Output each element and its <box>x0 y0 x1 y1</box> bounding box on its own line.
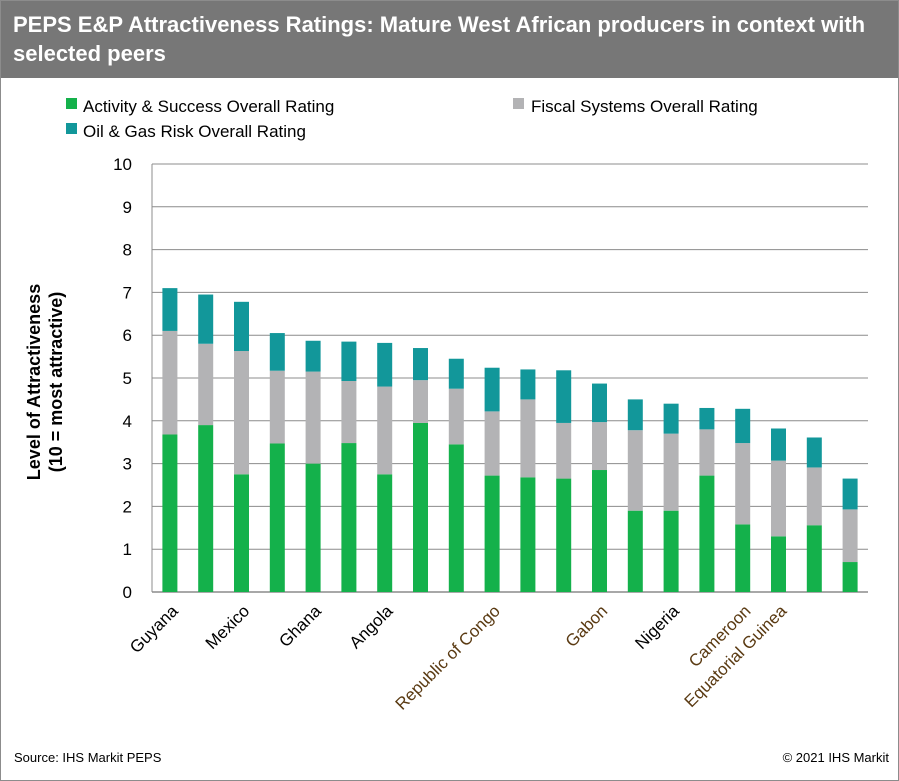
bar-fiscal-17 <box>771 460 786 537</box>
bar-fiscal-2 <box>234 351 249 475</box>
y-tick-label: 7 <box>123 283 132 302</box>
bar-activity-1 <box>198 425 214 592</box>
y-tick-label: 6 <box>123 326 132 345</box>
bar-fiscal-13 <box>627 430 643 511</box>
legend-label-fiscal: Fiscal Systems Overall Rating <box>531 97 758 116</box>
bar-activity-5 <box>341 443 357 592</box>
bar-risk-1 <box>198 294 214 344</box>
y-tick-label: 9 <box>123 198 132 217</box>
bar-activity-17 <box>771 536 786 592</box>
bar-activity-7 <box>413 422 428 592</box>
x-category-label: Guyana <box>126 601 182 657</box>
bars <box>162 288 858 592</box>
bar-activity-10 <box>520 477 536 592</box>
bar-risk-18 <box>806 437 822 468</box>
bar-fiscal-0 <box>162 330 178 435</box>
x-category-label: Gabon <box>562 601 612 651</box>
x-category-label: Republic of Congo <box>392 601 504 713</box>
source-note: Source: IHS Markit PEPS <box>14 750 162 765</box>
bar-activity-18 <box>806 525 822 592</box>
bar-fiscal-7 <box>413 380 428 423</box>
bar-fiscal-16 <box>735 443 751 525</box>
bar-activity-19 <box>842 562 858 592</box>
bar-fiscal-1 <box>198 343 214 426</box>
bar-activity-11 <box>556 478 572 592</box>
bar-activity-4 <box>305 463 321 592</box>
bar-risk-4 <box>305 340 321 372</box>
legend: Activity & Success Overall Rating Fiscal… <box>66 97 758 141</box>
bar-fiscal-5 <box>341 380 357 444</box>
bar-fiscal-18 <box>806 467 822 526</box>
legend-swatch-risk <box>66 123 77 134</box>
bar-fiscal-14 <box>663 433 679 511</box>
bar-risk-12 <box>592 383 607 423</box>
bar-risk-15 <box>699 407 715 430</box>
bar-risk-19 <box>842 478 858 510</box>
bar-activity-12 <box>592 470 607 592</box>
bar-risk-0 <box>162 288 178 331</box>
bar-activity-3 <box>269 443 285 592</box>
bar-fiscal-3 <box>269 370 285 444</box>
bar-risk-14 <box>663 403 679 434</box>
y-tick-label: 1 <box>123 540 132 559</box>
x-category-label: Ghana <box>275 601 325 651</box>
grid-lines <box>151 163 868 593</box>
bar-risk-6 <box>377 342 393 387</box>
bar-fiscal-9 <box>484 411 500 476</box>
bar-fiscal-4 <box>305 371 321 464</box>
bar-risk-2 <box>234 301 249 352</box>
y-tick-label: 3 <box>123 455 132 474</box>
bar-risk-5 <box>341 341 357 381</box>
y-tick-label: 4 <box>123 412 132 431</box>
y-tick-label: 0 <box>123 583 132 602</box>
bar-activity-9 <box>484 475 500 592</box>
bar-activity-0 <box>162 434 178 592</box>
x-category-label: Mexico <box>202 601 254 653</box>
bar-risk-16 <box>735 408 751 444</box>
bar-risk-3 <box>269 333 285 371</box>
bar-activity-13 <box>627 510 643 592</box>
legend-label-activity: Activity & Success Overall Rating <box>83 97 334 116</box>
bar-risk-17 <box>771 428 786 461</box>
chart-title: PEPS E&P Attractiveness Ratings: Mature … <box>13 12 866 66</box>
bar-fiscal-8 <box>448 388 464 445</box>
bar-risk-7 <box>413 348 428 381</box>
bar-fiscal-12 <box>592 422 607 471</box>
bar-activity-15 <box>699 475 715 592</box>
bar-fiscal-11 <box>556 422 572 479</box>
copyright-note: © 2021 IHS Markit <box>782 750 889 765</box>
bar-activity-2 <box>234 474 249 592</box>
title-bar: PEPS E&P Attractiveness Ratings: Mature … <box>1 1 898 78</box>
bar-activity-6 <box>377 474 393 592</box>
bar-fiscal-19 <box>842 509 858 563</box>
y-axis-title: Level of Attractiveness <box>24 284 44 480</box>
bar-fiscal-10 <box>520 399 536 478</box>
bar-fiscal-6 <box>377 386 393 475</box>
y-tick-label: 2 <box>123 497 132 516</box>
bar-risk-11 <box>556 370 572 423</box>
legend-swatch-fiscal <box>513 98 524 109</box>
y-tick-label: 10 <box>113 155 132 174</box>
bar-activity-14 <box>663 510 679 592</box>
x-category-label: Nigeria <box>631 601 683 653</box>
bar-activity-8 <box>448 444 464 592</box>
y-tick-label: 8 <box>123 241 132 260</box>
bar-risk-10 <box>520 369 536 400</box>
y-tick-label: 5 <box>123 369 132 388</box>
bar-activity-16 <box>735 524 751 592</box>
x-category-label: Angola <box>346 601 397 652</box>
bar-risk-9 <box>484 367 500 412</box>
bar-risk-8 <box>448 358 464 389</box>
y-axis-subtitle: (10 = most attractive) <box>46 292 66 473</box>
y-axis-ticks: 0 1 2 3 4 5 6 7 8 9 10 <box>113 155 132 602</box>
bar-risk-13 <box>627 399 643 431</box>
legend-swatch-activity <box>66 98 77 109</box>
legend-label-risk: Oil & Gas Risk Overall Rating <box>83 122 306 141</box>
bar-fiscal-15 <box>699 429 715 476</box>
